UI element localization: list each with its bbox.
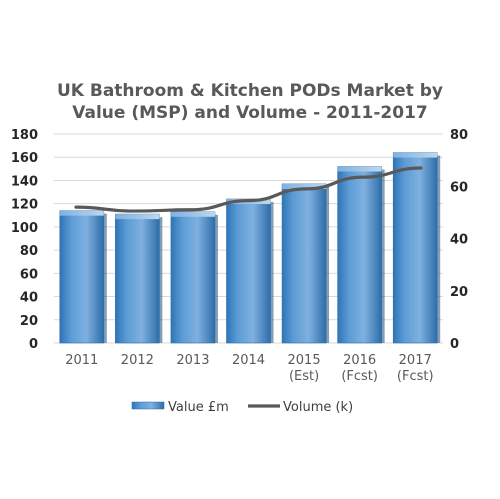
bar-top	[59, 210, 104, 216]
y-left-tick-label: 80	[20, 244, 38, 259]
bar-top	[115, 214, 160, 220]
x-tick-label: 2015	[288, 353, 321, 368]
y-left-tick-label: 120	[11, 198, 38, 213]
x-tick-label: 2016	[343, 353, 376, 368]
bar	[170, 211, 216, 344]
y-right-tick-label: 40	[450, 233, 468, 248]
bar	[281, 183, 327, 344]
chart-title-line-2: Value (MSP) and Volume - 2011-2017	[72, 103, 428, 123]
y-left-tick-label: 40	[20, 291, 38, 306]
bar	[226, 198, 271, 344]
bar-top	[170, 211, 215, 217]
y-left-tick-label: 140	[11, 174, 38, 189]
x-tick-label: 2012	[121, 353, 154, 368]
x-tick-label: (Est)	[289, 369, 319, 384]
x-tick-label: 2014	[232, 353, 265, 368]
x-tick-label: 2017	[399, 353, 432, 368]
bar	[115, 213, 160, 344]
legend-swatch-value	[131, 401, 165, 410]
volume-line	[74, 166, 423, 213]
x-tick-label: (Fcst)	[397, 369, 434, 384]
legend-label-value: Value £m	[168, 400, 229, 415]
chart-title-line-1: UK Bathroom & Kitchen PODs Market by	[56, 81, 444, 101]
y-left-tick-label: 20	[20, 314, 38, 329]
x-tick-label: 2011	[65, 353, 98, 368]
bar	[337, 166, 382, 344]
y-left-tick-label: 0	[29, 337, 38, 352]
x-tick-label: 2013	[176, 353, 209, 368]
y-right-tick-label: 20	[450, 285, 468, 300]
bar-top	[337, 166, 382, 172]
y-right-tick-label: 0	[450, 337, 459, 352]
bar-top	[393, 152, 438, 158]
chart-title: UK Bathroom & Kitchen PODs Market by Val…	[0, 80, 500, 124]
y-left-tick-label: 60	[20, 267, 38, 282]
y-right-tick-label: 80	[450, 128, 468, 143]
bar	[59, 210, 105, 344]
bar	[392, 152, 438, 344]
legend-label-volume: Volume (k)	[283, 400, 353, 415]
bar-top	[282, 183, 327, 189]
y-left-tick-label: 180	[11, 128, 38, 143]
y-left-tick-label: 160	[11, 151, 38, 166]
y-right-tick-label: 60	[450, 180, 468, 195]
x-tick-label: (Fcst)	[341, 369, 378, 384]
y-left-tick-label: 100	[11, 221, 38, 236]
